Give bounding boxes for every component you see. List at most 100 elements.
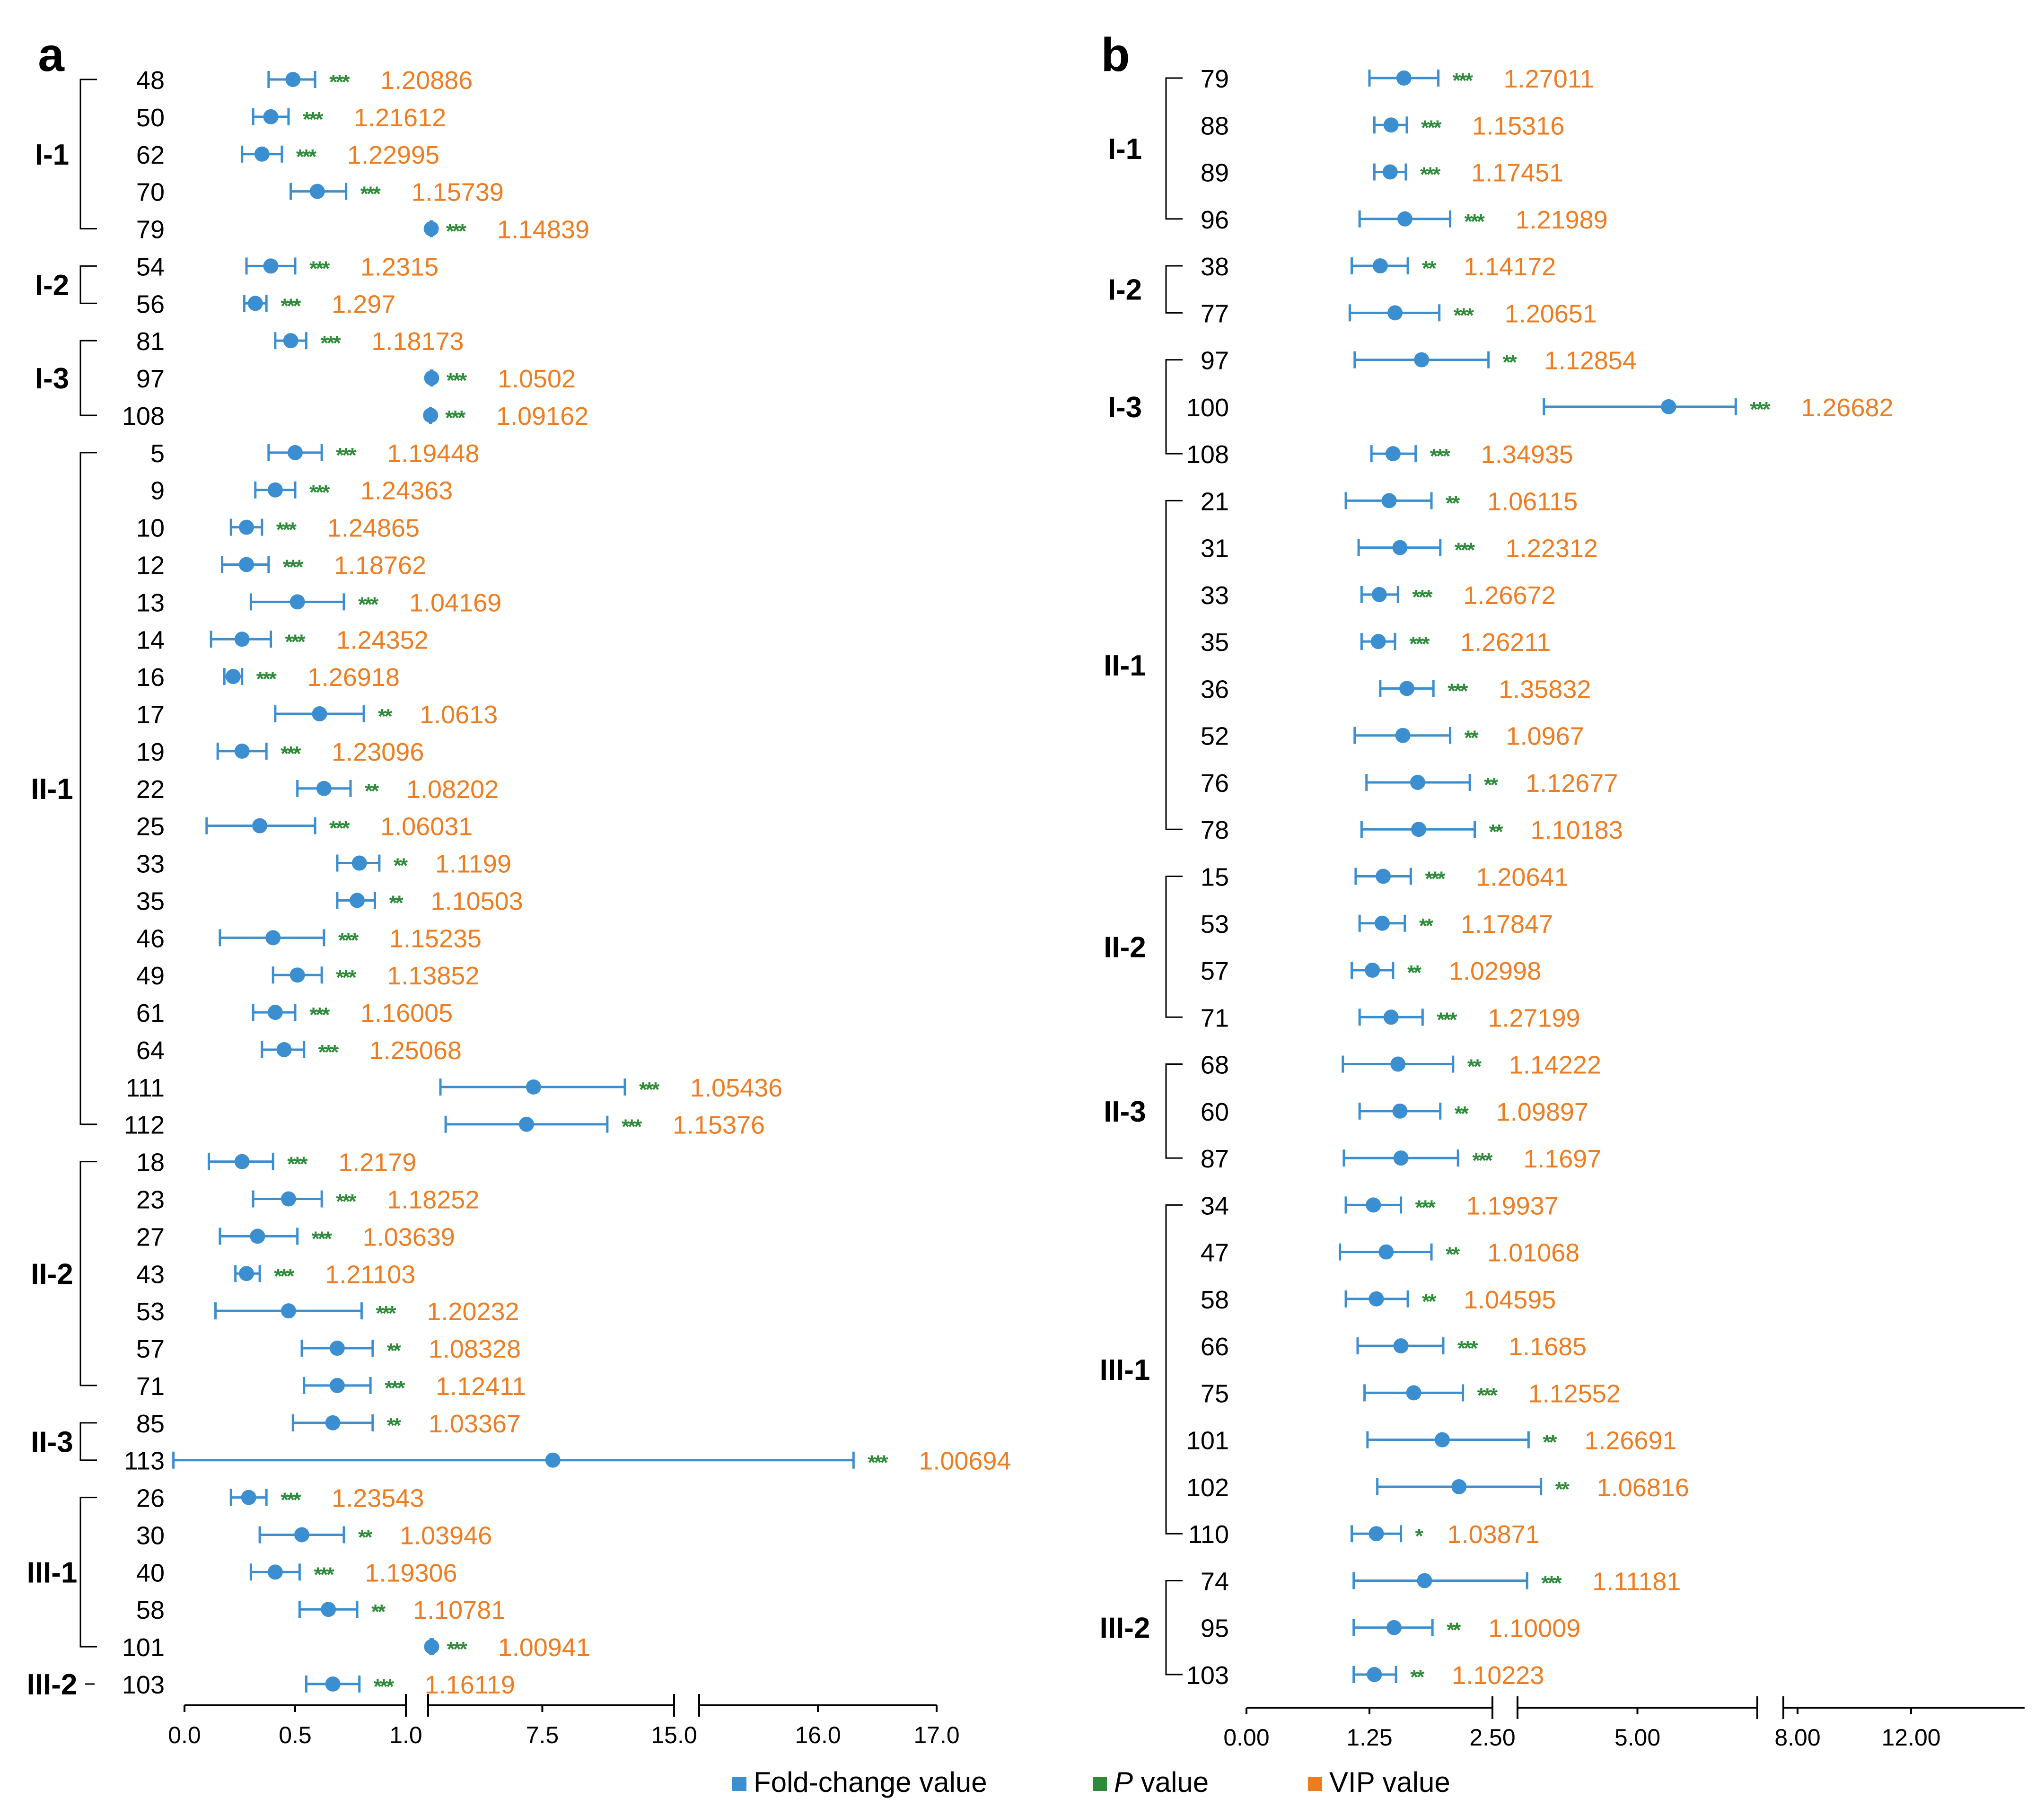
compound-id-label: 70 <box>136 178 165 207</box>
legend-label-text: value <box>1133 1766 1209 1798</box>
group-bracket: III-2 <box>1100 1579 1183 1676</box>
vip-value-label: 1.12411 <box>436 1372 526 1401</box>
data-row: 52 ** 1.0967 <box>1201 722 1584 751</box>
data-row: 18 *** 1.2179 <box>136 1149 416 1177</box>
data-row: 15 *** 1.20641 <box>1201 863 1569 892</box>
group-label: III-1 <box>27 1556 78 1589</box>
p-value-stars: *** <box>1430 445 1451 468</box>
vip-value-label: 1.20651 <box>1505 299 1597 328</box>
fold-change-point <box>234 632 250 647</box>
p-value-stars: ** <box>1407 961 1422 984</box>
data-row: 77 *** 1.20651 <box>1201 299 1597 328</box>
compound-id-label: 57 <box>136 1335 165 1363</box>
p-value-stars: *** <box>374 1675 395 1698</box>
vip-value-label: 1.0967 <box>1506 722 1584 751</box>
fold-change-point <box>254 146 270 162</box>
p-value-stars: ** <box>1419 914 1434 938</box>
p-value-stars: *** <box>281 294 301 317</box>
vip-value-label: 1.12854 <box>1544 347 1637 375</box>
vip-value-label: 1.15739 <box>412 178 504 207</box>
x-tick-label: 12.00 <box>1881 1724 1940 1751</box>
data-row: 57 ** 1.08328 <box>136 1335 521 1363</box>
group-label: I-2 <box>1108 274 1142 307</box>
data-row: 110 * 1.03871 <box>1188 1520 1540 1549</box>
vip-value-label: 1.18173 <box>371 327 464 356</box>
group-label: I-3 <box>1108 391 1142 424</box>
fold-change-point <box>1381 493 1397 509</box>
data-row: 27 *** 1.03639 <box>136 1223 455 1251</box>
vip-value-label: 1.25068 <box>369 1036 462 1065</box>
compound-id-label: 81 <box>136 327 165 356</box>
fold-change-point <box>321 1602 336 1617</box>
fold-change-point <box>263 258 279 274</box>
group-label: I-3 <box>35 362 69 395</box>
data-row: 36 *** 1.35832 <box>1201 675 1591 703</box>
p-value-stars: *** <box>446 220 467 243</box>
compound-id-label: 112 <box>124 1111 165 1140</box>
fold-change-point <box>225 669 241 684</box>
vip-value-label: 1.26211 <box>1460 628 1551 657</box>
p-value-stars: ** <box>1503 351 1518 374</box>
compound-id-label: 47 <box>1201 1239 1229 1267</box>
p-value-stars: *** <box>283 555 304 579</box>
vip-value-label: 1.18252 <box>387 1186 479 1214</box>
group-bracket: III-2 <box>27 1668 95 1701</box>
vip-value-label: 1.00941 <box>498 1633 590 1662</box>
vip-value-label: 1.26918 <box>307 663 400 692</box>
vip-value-label: 1.24352 <box>336 626 429 654</box>
data-row: 87 *** 1.1697 <box>1201 1145 1601 1173</box>
compound-id-label: 102 <box>1186 1474 1229 1502</box>
compound-id-label: 23 <box>136 1186 165 1214</box>
data-row: 5 *** 1.19448 <box>150 439 479 468</box>
p-value-stars: *** <box>329 817 350 840</box>
data-row: 53 *** 1.20232 <box>136 1298 519 1326</box>
vip-value-label: 1.17847 <box>1461 910 1553 939</box>
p-value-stars: *** <box>447 1638 468 1661</box>
group-bracket: II-3 <box>31 1422 97 1461</box>
compound-id-label: 89 <box>1201 159 1229 187</box>
fold-change-point <box>1414 352 1430 368</box>
x-tick-label: 2.50 <box>1469 1724 1515 1751</box>
fold-change-point <box>294 1527 310 1543</box>
data-row: 38 ** 1.14172 <box>1201 253 1556 281</box>
vip-value-label: 1.26672 <box>1463 581 1555 610</box>
data-row: 78 ** 1.10183 <box>1201 816 1623 844</box>
p-value-stars: *** <box>622 1115 642 1139</box>
data-row: 66 *** 1.1685 <box>1201 1333 1587 1361</box>
p-value-stars: *** <box>376 1302 396 1325</box>
compound-id-label: 33 <box>1201 581 1229 610</box>
fold-change-point <box>1451 1479 1467 1494</box>
compound-id-label: 54 <box>136 253 165 281</box>
compound-id-label: 66 <box>1201 1333 1229 1361</box>
fold-change-point <box>1396 70 1412 86</box>
fold-change-point <box>234 743 250 759</box>
compound-id-label: 17 <box>136 701 165 729</box>
vip-value-label: 1.22312 <box>1506 535 1598 563</box>
data-row: 100 *** 1.26682 <box>1186 394 1894 422</box>
vip-value-label: 1.2315 <box>360 253 439 281</box>
vip-value-label: 1.15376 <box>673 1111 765 1140</box>
legend-item: P value <box>1093 1766 1209 1798</box>
fold-change-point <box>1382 164 1398 180</box>
compound-id-label: 62 <box>136 141 165 169</box>
vip-value-label: 1.27199 <box>1488 1004 1580 1032</box>
vip-value-label: 1.21989 <box>1516 206 1608 234</box>
data-row: 26 *** 1.23543 <box>136 1484 424 1513</box>
x-tick-label: 0.5 <box>279 1722 312 1748</box>
data-row: 50 *** 1.21612 <box>136 104 446 132</box>
fold-change-point <box>545 1452 561 1468</box>
compound-id-label: 60 <box>1201 1098 1229 1126</box>
fold-change-point <box>234 1154 250 1169</box>
data-row: 60 ** 1.09897 <box>1201 1098 1588 1126</box>
x-tick-label: 7.5 <box>526 1722 559 1748</box>
group-bracket: I-2 <box>35 265 97 304</box>
vip-value-label: 1.34935 <box>1481 440 1573 469</box>
vip-value-label: 1.03946 <box>400 1521 492 1550</box>
compound-id-label: 103 <box>122 1671 165 1699</box>
vip-value-label: 1.23096 <box>332 738 424 766</box>
group-bracket: II-3 <box>1104 1063 1183 1159</box>
data-row: 64 *** 1.25068 <box>136 1036 462 1065</box>
fold-change-point <box>1385 446 1401 462</box>
p-value-stars: *** <box>1421 116 1442 139</box>
